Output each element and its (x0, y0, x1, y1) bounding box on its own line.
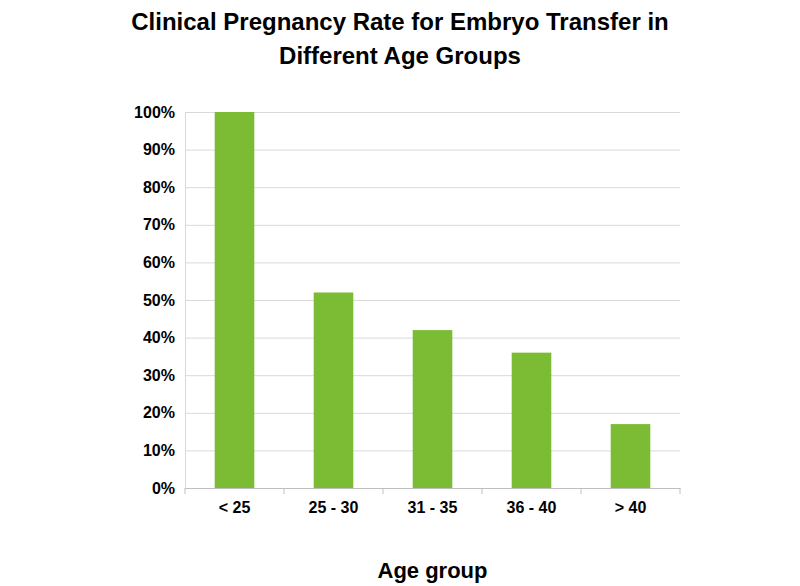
y-axis-line (186, 113, 681, 489)
grid-line (185, 262, 680, 263)
grid-line (185, 187, 680, 188)
grid-line (185, 300, 680, 301)
y-tick-label: 70% (143, 216, 175, 233)
y-tick-label: 80% (143, 179, 175, 196)
y-tick-label: 40% (143, 329, 175, 346)
x-divider (680, 488, 681, 494)
bar (611, 424, 651, 488)
y-tick-label: 0% (152, 480, 175, 497)
bar (413, 330, 453, 488)
y-tick-label: 90% (143, 141, 175, 158)
x-tick-label: 36 - 40 (507, 499, 557, 516)
title-line: Clinical Pregnancy Rate for Embryo Trans… (131, 8, 669, 35)
bars (215, 112, 651, 488)
y-tick-label: 10% (143, 442, 175, 459)
grid-line (185, 225, 680, 226)
x-divider (284, 488, 285, 494)
x-tick: < 25 (219, 488, 251, 516)
y-axis: 0% 10% 20% 30% 40% 50% 60% 70% 80% 90% 100% (134, 104, 680, 497)
x-divider (482, 488, 483, 494)
grid-line (185, 488, 680, 489)
bar (215, 112, 255, 488)
x-tick-label: > 40 (615, 499, 647, 516)
bar (512, 353, 552, 488)
y-tick-label: 20% (143, 404, 175, 421)
grid-line (185, 112, 680, 113)
x-divider (185, 488, 186, 494)
y-tick-label: 30% (143, 367, 175, 384)
y-tick-label: 50% (143, 292, 175, 309)
x-tick: 31 - 35 (408, 488, 458, 516)
x-tick-label: < 25 (219, 499, 251, 516)
bar (314, 292, 354, 488)
x-tick: 36 - 40 (507, 488, 557, 516)
x-tick-label: 25 - 30 (309, 499, 359, 516)
x-axis-line (186, 488, 681, 489)
title-line: Different Age Groups (279, 42, 521, 69)
x-tick: 25 - 30 (309, 488, 359, 516)
plot: 0% 10% 20% 30% 40% 50% 60% 70% 80% 90% 100% < 25 25 … (134, 104, 680, 517)
y-tick-label: 100% (134, 104, 175, 121)
chart: Clinical Pregnancy Rate for Embryo Trans… (0, 0, 800, 586)
y-tick-label: 60% (143, 254, 175, 271)
x-divider (581, 488, 582, 494)
x-tick-label: 31 - 35 (408, 499, 458, 516)
x-axis: < 25 25 - 30 31 - 35 36 - 40 > 40 (185, 488, 681, 516)
title: Clinical Pregnancy Rate for Embryo Trans… (131, 8, 669, 69)
grid-line (185, 150, 680, 151)
x-divider (383, 488, 384, 494)
x-axis-title: Age group (378, 558, 488, 583)
x-tick: > 40 (615, 488, 647, 516)
